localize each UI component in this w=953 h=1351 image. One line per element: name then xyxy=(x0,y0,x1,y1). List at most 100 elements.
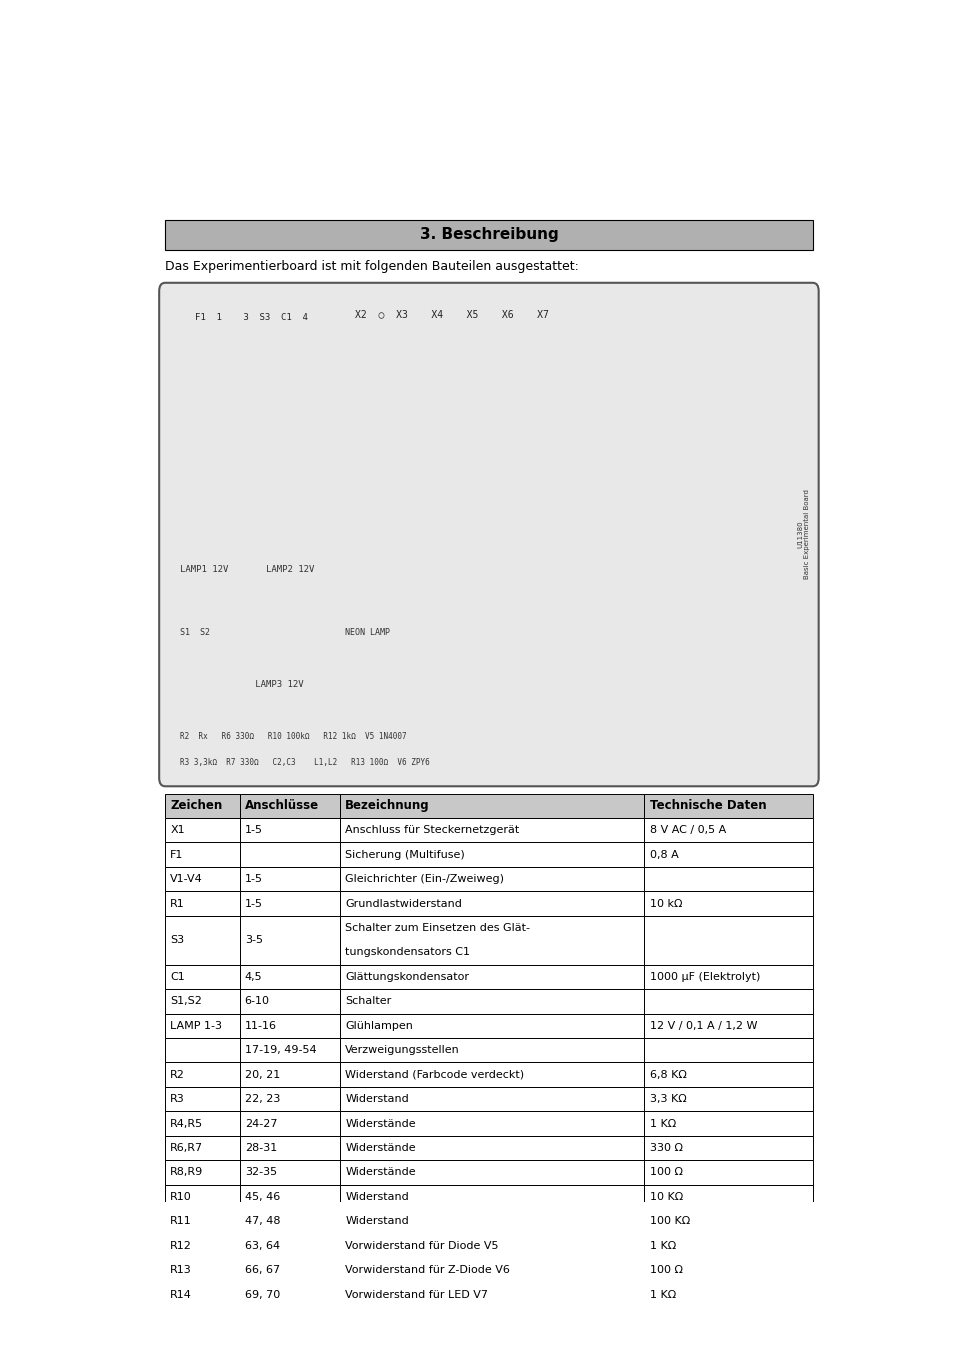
FancyBboxPatch shape xyxy=(643,1233,812,1258)
FancyBboxPatch shape xyxy=(339,1038,643,1062)
FancyBboxPatch shape xyxy=(643,1282,812,1306)
Text: R4,R5: R4,R5 xyxy=(170,1119,203,1128)
Text: 1 KΩ: 1 KΩ xyxy=(649,1119,675,1128)
Text: Widerstände: Widerstände xyxy=(345,1167,416,1178)
Text: Technische Daten: Technische Daten xyxy=(649,800,765,812)
Text: 1 KΩ: 1 KΩ xyxy=(649,1240,675,1251)
Text: Schalter: Schalter xyxy=(345,996,391,1006)
FancyBboxPatch shape xyxy=(239,1161,339,1185)
Text: 1 KΩ: 1 KΩ xyxy=(649,1290,675,1300)
Text: R2: R2 xyxy=(170,1070,185,1079)
FancyBboxPatch shape xyxy=(165,220,812,250)
Text: 10 kΩ: 10 kΩ xyxy=(649,898,681,909)
FancyBboxPatch shape xyxy=(643,793,812,817)
FancyBboxPatch shape xyxy=(165,965,239,989)
Text: Vorwiderstand für Diode V5: Vorwiderstand für Diode V5 xyxy=(345,1240,498,1251)
FancyBboxPatch shape xyxy=(239,1258,339,1282)
FancyBboxPatch shape xyxy=(643,916,812,965)
FancyBboxPatch shape xyxy=(339,1112,643,1136)
Text: 28-31: 28-31 xyxy=(245,1143,276,1152)
FancyBboxPatch shape xyxy=(165,916,239,965)
Text: X2  ○  X3    X4    X5    X6    X7: X2 ○ X3 X4 X5 X6 X7 xyxy=(355,309,548,319)
FancyBboxPatch shape xyxy=(165,1136,239,1161)
Text: 22, 23: 22, 23 xyxy=(245,1094,280,1104)
FancyBboxPatch shape xyxy=(165,1013,239,1038)
Text: R2  Rx   R6 330Ω   R10 100kΩ   R12 1kΩ  V5 1N4007: R2 Rx R6 330Ω R10 100kΩ R12 1kΩ V5 1N400… xyxy=(180,732,406,740)
FancyBboxPatch shape xyxy=(165,843,239,867)
Text: R12: R12 xyxy=(170,1240,192,1251)
FancyBboxPatch shape xyxy=(643,867,812,892)
FancyBboxPatch shape xyxy=(165,892,239,916)
Text: 100 Ω: 100 Ω xyxy=(649,1266,681,1275)
Text: U11380
Basic Experimental Board: U11380 Basic Experimental Board xyxy=(797,489,809,580)
FancyBboxPatch shape xyxy=(339,965,643,989)
Text: Glühlampen: Glühlampen xyxy=(345,1021,413,1031)
FancyBboxPatch shape xyxy=(165,989,239,1013)
FancyBboxPatch shape xyxy=(239,1282,339,1306)
Text: 4,5: 4,5 xyxy=(245,971,262,982)
FancyBboxPatch shape xyxy=(239,1112,339,1136)
Text: F1: F1 xyxy=(170,850,183,859)
FancyBboxPatch shape xyxy=(165,1038,239,1062)
FancyBboxPatch shape xyxy=(643,1013,812,1038)
Text: S1  S2                           NEON LAMP: S1 S2 NEON LAMP xyxy=(180,628,390,636)
Text: Schalter zum Einsetzen des Glät-: Schalter zum Einsetzen des Glät- xyxy=(345,923,530,934)
Text: R11: R11 xyxy=(170,1216,192,1227)
FancyBboxPatch shape xyxy=(239,843,339,867)
Text: F1  1    3  S3  C1  4: F1 1 3 S3 C1 4 xyxy=(194,312,307,322)
FancyBboxPatch shape xyxy=(643,989,812,1013)
Text: R3: R3 xyxy=(170,1094,185,1104)
Text: Glättungskondensator: Glättungskondensator xyxy=(345,971,469,982)
Text: Widerstände: Widerstände xyxy=(345,1119,416,1128)
FancyBboxPatch shape xyxy=(339,1282,643,1306)
FancyBboxPatch shape xyxy=(239,989,339,1013)
Text: 100 KΩ: 100 KΩ xyxy=(649,1216,689,1227)
FancyBboxPatch shape xyxy=(339,892,643,916)
Text: Widerstände: Widerstände xyxy=(345,1143,416,1152)
FancyBboxPatch shape xyxy=(239,1062,339,1088)
Text: R13: R13 xyxy=(170,1266,192,1275)
FancyBboxPatch shape xyxy=(165,1185,239,1209)
FancyBboxPatch shape xyxy=(239,965,339,989)
Text: Anschluss für Steckernetzgerät: Anschluss für Steckernetzgerät xyxy=(345,825,518,835)
Text: V1-V4: V1-V4 xyxy=(170,874,203,884)
Text: S3: S3 xyxy=(170,935,184,946)
Text: 17-19, 49-54: 17-19, 49-54 xyxy=(245,1046,316,1055)
FancyBboxPatch shape xyxy=(239,1088,339,1112)
FancyBboxPatch shape xyxy=(165,1233,239,1258)
Text: 66, 67: 66, 67 xyxy=(245,1266,279,1275)
FancyBboxPatch shape xyxy=(239,817,339,843)
Text: R8,R9: R8,R9 xyxy=(170,1167,203,1178)
Text: Widerstand (Farbcode verdeckt): Widerstand (Farbcode verdeckt) xyxy=(345,1070,524,1079)
FancyBboxPatch shape xyxy=(339,793,643,817)
FancyBboxPatch shape xyxy=(339,916,643,965)
FancyBboxPatch shape xyxy=(643,1062,812,1088)
Text: LAMP1 12V       LAMP2 12V: LAMP1 12V LAMP2 12V xyxy=(180,566,314,574)
FancyBboxPatch shape xyxy=(165,867,239,892)
Text: 47, 48: 47, 48 xyxy=(245,1216,280,1227)
Text: 3,3 KΩ: 3,3 KΩ xyxy=(649,1094,685,1104)
Text: C1: C1 xyxy=(170,971,185,982)
Text: Gleichrichter (Ein-/Zweiweg): Gleichrichter (Ein-/Zweiweg) xyxy=(345,874,503,884)
Text: R3 3,3kΩ  R7 330Ω   C2,C3    L1,L2   R13 100Ω  V6 ZPY6: R3 3,3kΩ R7 330Ω C2,C3 L1,L2 R13 100Ω V6… xyxy=(180,758,429,767)
Text: R10: R10 xyxy=(170,1192,192,1202)
Text: Widerstand: Widerstand xyxy=(345,1094,409,1104)
FancyBboxPatch shape xyxy=(165,1088,239,1112)
FancyBboxPatch shape xyxy=(239,1209,339,1233)
Text: 3-5: 3-5 xyxy=(245,935,262,946)
Text: 100 Ω: 100 Ω xyxy=(649,1167,681,1178)
FancyBboxPatch shape xyxy=(165,1209,239,1233)
Text: 6-10: 6-10 xyxy=(245,996,270,1006)
Text: 330 Ω: 330 Ω xyxy=(649,1143,681,1152)
Text: 45, 46: 45, 46 xyxy=(245,1192,279,1202)
Text: 24-27: 24-27 xyxy=(245,1119,277,1128)
FancyBboxPatch shape xyxy=(339,1185,643,1209)
FancyBboxPatch shape xyxy=(339,989,643,1013)
Text: tungskondensators C1: tungskondensators C1 xyxy=(345,947,470,958)
FancyBboxPatch shape xyxy=(339,1209,643,1233)
Text: 1-5: 1-5 xyxy=(245,825,262,835)
FancyBboxPatch shape xyxy=(165,1161,239,1185)
Text: LAMP3 12V: LAMP3 12V xyxy=(180,680,303,689)
Text: R6,R7: R6,R7 xyxy=(170,1143,203,1152)
Text: R14: R14 xyxy=(170,1290,192,1300)
